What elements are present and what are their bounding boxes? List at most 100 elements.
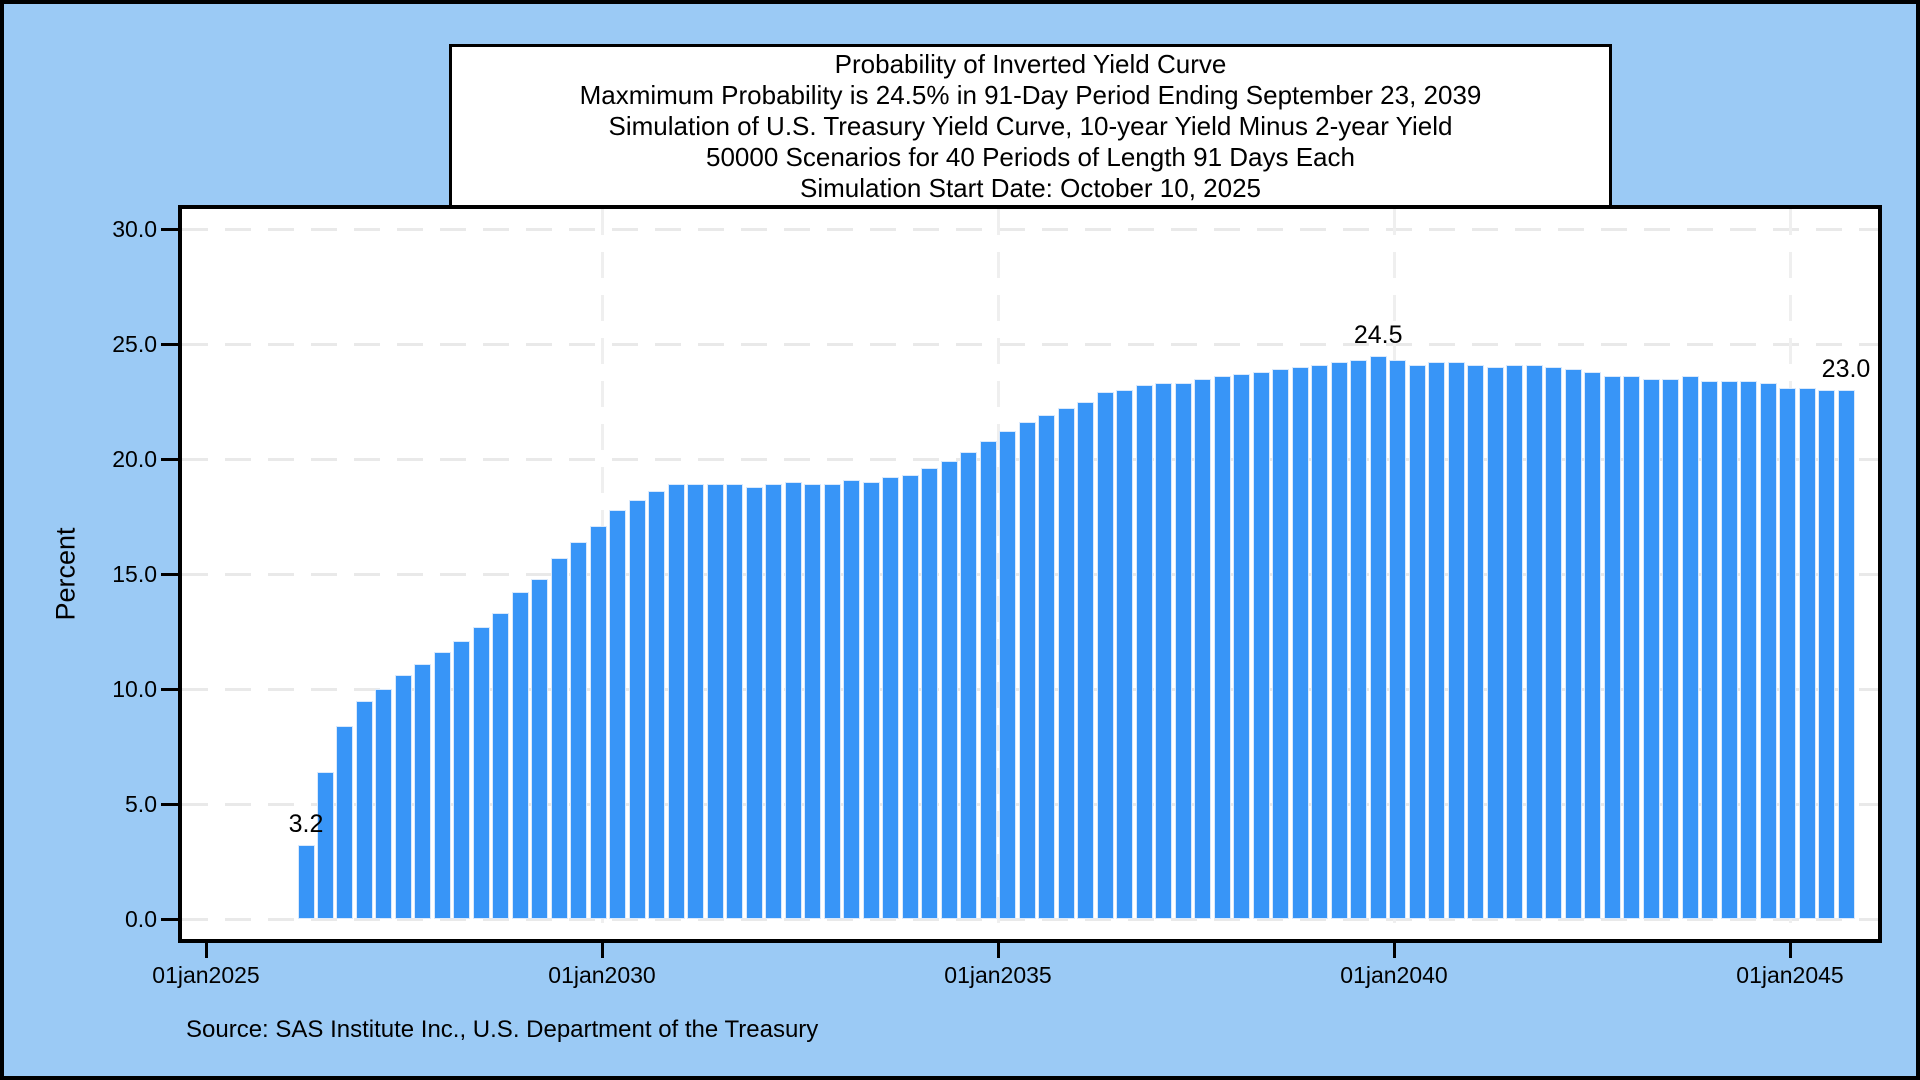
bar xyxy=(1759,383,1777,919)
bar xyxy=(882,477,900,919)
y-tick xyxy=(161,687,182,691)
x-tick xyxy=(996,943,1000,958)
x-tick-label: 01jan2040 xyxy=(1340,962,1448,988)
bar xyxy=(316,771,334,919)
bar xyxy=(1681,376,1699,919)
chart-title: Probability of Inverted Yield Curve xyxy=(834,48,1227,79)
chart-subtitle-start-date: Simulation Start Date: October 10, 2025 xyxy=(799,172,1262,203)
bar xyxy=(745,486,763,919)
y-tick xyxy=(161,917,182,921)
bar xyxy=(1252,371,1270,919)
bar xyxy=(570,541,588,919)
bar xyxy=(375,689,393,919)
y-tick-label: 5.0 xyxy=(125,791,157,817)
y-tick xyxy=(161,342,182,346)
bar xyxy=(453,640,471,919)
bar xyxy=(687,484,705,919)
x-tick xyxy=(600,943,604,958)
x-tick xyxy=(1392,943,1396,958)
plot-area: 3.2 24.5 23.0 xyxy=(178,205,1882,943)
bar xyxy=(1623,376,1641,919)
bar xyxy=(1818,390,1836,919)
bar xyxy=(1018,422,1036,919)
bar xyxy=(1584,371,1602,919)
bar xyxy=(394,675,412,919)
x-tick-label: 01jan2035 xyxy=(944,962,1052,988)
bar xyxy=(823,484,841,919)
bar xyxy=(921,468,939,919)
bar xyxy=(1389,360,1407,919)
bar-value-label: 3.2 xyxy=(288,810,324,839)
bar xyxy=(960,452,978,919)
bar xyxy=(706,484,724,919)
h-gridline-25.0 xyxy=(182,342,1878,346)
bar xyxy=(1564,369,1582,919)
bar xyxy=(472,626,490,919)
bar xyxy=(628,500,646,919)
bar xyxy=(531,578,549,919)
bar xyxy=(1779,387,1797,919)
chart-subtitle-max-probability: Maxmimum Probability is 24.5% in 91-Day … xyxy=(579,79,1482,110)
y-tick-label: 10.0 xyxy=(112,676,157,702)
bar xyxy=(1135,385,1153,919)
bar xyxy=(511,592,529,919)
h-gridline-30.0 xyxy=(182,227,1878,231)
bar xyxy=(1096,392,1114,919)
bar xyxy=(999,431,1017,919)
bar xyxy=(1174,383,1192,919)
y-tick-label: 0.0 xyxy=(125,906,157,932)
bar xyxy=(1662,378,1680,919)
bar xyxy=(1428,362,1446,919)
bar xyxy=(1837,390,1855,919)
y-tick-label: 30.0 xyxy=(112,216,157,242)
bar xyxy=(979,440,997,919)
bar-value-label: 23.0 xyxy=(1821,355,1871,383)
bar xyxy=(355,700,373,919)
bar xyxy=(1408,364,1426,919)
bar xyxy=(726,484,744,919)
bar xyxy=(1720,380,1738,919)
bar xyxy=(1506,364,1524,919)
chart-title-box: Probability of Inverted Yield Curve Maxm… xyxy=(449,44,1612,208)
bar xyxy=(1603,376,1621,919)
bar xyxy=(1194,378,1212,919)
bar xyxy=(1525,364,1543,919)
bar xyxy=(1311,364,1329,919)
bar xyxy=(648,491,666,919)
bar xyxy=(765,484,783,919)
bar-value-label: 24.5 xyxy=(1353,320,1403,349)
y-tick-label: 20.0 xyxy=(112,446,157,472)
y-tick xyxy=(161,457,182,461)
y-tick-label: 15.0 xyxy=(112,561,157,587)
bar xyxy=(1155,383,1173,919)
y-tick xyxy=(161,227,182,231)
bar xyxy=(589,525,607,919)
bar xyxy=(1213,376,1231,919)
x-tick-label: 01jan2030 xyxy=(548,962,656,988)
bar xyxy=(1740,380,1758,919)
chart-subtitle-simulation: Simulation of U.S. Treasury Yield Curve,… xyxy=(608,110,1453,141)
bar xyxy=(804,484,822,919)
h-gridline-0.0 xyxy=(182,917,1878,921)
x-tick xyxy=(1788,943,1792,958)
bar xyxy=(1545,367,1563,919)
y-tick xyxy=(161,572,182,576)
bar xyxy=(1447,362,1465,919)
bar xyxy=(1038,415,1056,919)
x-tick-label: 01jan2045 xyxy=(1736,962,1844,988)
y-tick xyxy=(161,802,182,806)
bar xyxy=(1486,367,1504,919)
bar xyxy=(1077,401,1095,919)
bar xyxy=(1642,378,1660,919)
bar xyxy=(667,484,685,919)
bar xyxy=(550,557,568,919)
plot-inner: 3.2 24.5 23.0 xyxy=(182,209,1878,939)
bar xyxy=(843,479,861,919)
x-tick-label: 01jan2025 xyxy=(152,962,260,988)
source-note: Source: SAS Institute Inc., U.S. Departm… xyxy=(186,1016,819,1043)
bar xyxy=(1057,408,1075,919)
bar xyxy=(1116,390,1134,919)
bar xyxy=(1467,364,1485,919)
bar xyxy=(609,509,627,919)
